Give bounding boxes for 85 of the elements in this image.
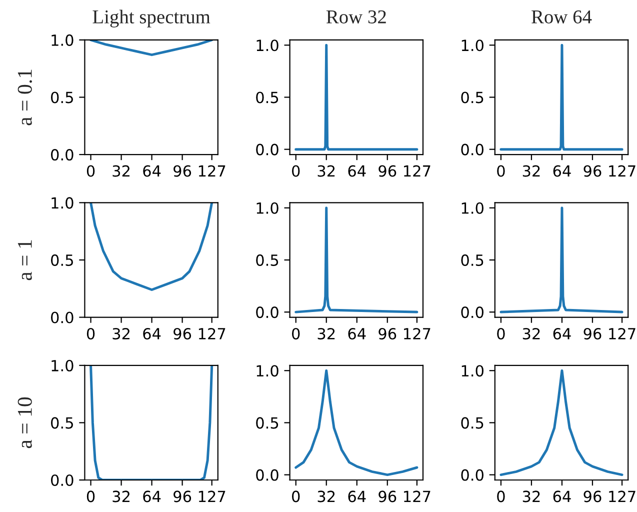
x-tick-label: 64	[348, 490, 366, 502]
x-tick-label: 0	[292, 490, 300, 502]
y-tick-label: 0.0	[461, 469, 484, 481]
x-tick-label: 127	[404, 165, 430, 177]
x-tick-label: 64	[553, 490, 571, 502]
x-tick-label: 127	[404, 328, 430, 340]
y-tick-label: 0.5	[256, 254, 278, 266]
x-tick-label: 64	[143, 165, 161, 177]
chart-title: Row 64	[532, 10, 592, 24]
line-series	[500, 369, 624, 476]
y-tick-label: 0.0	[51, 474, 74, 486]
x-tick-label: 127	[198, 328, 226, 340]
y-tick-label: 0.5	[461, 92, 484, 104]
x-tick-label: 64	[143, 328, 161, 340]
x-tick-label: 0	[86, 165, 95, 177]
y-tick-label: 0.0	[256, 144, 278, 156]
y-tick-label: 1.0	[256, 40, 278, 52]
y-tick-label: 0.0	[461, 306, 484, 318]
line-series	[500, 206, 624, 314]
line-series	[90, 365, 214, 480]
y-tick-label: 1.0	[256, 365, 278, 377]
x-tick-label: 0	[497, 165, 505, 177]
x-tick-label: 32	[318, 328, 335, 340]
y-axis-title: a = 10	[18, 397, 32, 448]
y-tick-label: 0.5	[461, 254, 484, 266]
x-tick-label: 96	[584, 490, 602, 502]
y-tick-label: 0.5	[256, 92, 278, 104]
line-series	[294, 206, 418, 314]
x-tick-label: 64	[553, 328, 571, 340]
x-tick-label: 0	[292, 165, 300, 177]
chart-title: Row 32	[326, 10, 386, 24]
x-tick-label: 127	[609, 328, 636, 340]
x-tick-label: 127	[198, 490, 226, 502]
y-tick-label: 0.5	[51, 92, 73, 104]
y-tick-label: 1.0	[462, 365, 484, 377]
y-axis-title: a = 1	[18, 240, 32, 280]
y-tick-label: 0.0	[461, 144, 484, 156]
y-tick-label: 1.0	[52, 197, 74, 209]
x-tick-label: 32	[522, 165, 540, 177]
x-tick-label: 32	[318, 165, 335, 177]
y-tick-label: 0.5	[256, 417, 278, 429]
x-tick-label: 96	[174, 490, 192, 502]
y-tick-label: 0.0	[256, 469, 278, 481]
chart-title: Light spectrum	[92, 10, 210, 28]
x-tick-label: 64	[553, 165, 571, 177]
x-tick-label: 96	[378, 328, 396, 340]
x-tick-label: 96	[378, 165, 396, 177]
y-tick-label: 1.0	[52, 360, 74, 372]
x-tick-label: 0	[86, 490, 95, 502]
line-series	[90, 40, 214, 56]
x-tick-label: 32	[522, 328, 540, 340]
x-tick-label: 96	[174, 328, 192, 340]
x-tick-label: 96	[378, 490, 396, 502]
x-tick-label: 127	[198, 165, 226, 177]
y-tick-label: 0.5	[51, 254, 73, 266]
x-tick-label: 0	[292, 328, 300, 340]
x-tick-label: 127	[609, 165, 636, 177]
y-tick-label: 0.5	[51, 417, 73, 429]
x-tick-label: 127	[404, 490, 430, 502]
x-tick-label: 0	[497, 490, 505, 502]
x-tick-label: 96	[584, 328, 602, 340]
y-tick-label: 1.0	[462, 40, 484, 52]
x-tick-label: 96	[584, 165, 602, 177]
x-tick-label: 64	[348, 328, 366, 340]
y-axis-title: a = 0.1	[18, 70, 32, 126]
y-tick-label: 0.0	[51, 312, 74, 324]
y-tick-label: 0.0	[256, 306, 278, 318]
x-tick-label: 32	[318, 490, 335, 502]
x-tick-label: 0	[497, 328, 505, 340]
y-tick-label: 1.0	[462, 202, 484, 214]
x-tick-label: 32	[112, 165, 130, 177]
y-tick-label: 1.0	[52, 34, 74, 46]
y-tick-label: 0.5	[461, 417, 484, 429]
x-tick-label: 64	[348, 165, 366, 177]
x-tick-label: 32	[522, 490, 540, 502]
x-tick-label: 96	[174, 165, 192, 177]
line-series	[90, 202, 214, 292]
y-tick-label: 0.0	[51, 149, 74, 161]
x-tick-label: 32	[112, 490, 130, 502]
x-tick-label: 32	[112, 328, 130, 340]
x-tick-label: 64	[143, 490, 161, 502]
x-tick-label: 0	[86, 328, 95, 340]
line-series	[294, 369, 418, 476]
y-tick-label: 1.0	[256, 202, 278, 214]
x-tick-label: 127	[609, 490, 636, 502]
